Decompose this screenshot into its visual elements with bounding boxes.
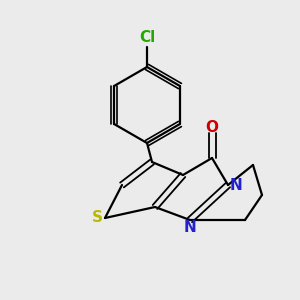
Text: S: S — [92, 211, 103, 226]
Text: N: N — [184, 220, 196, 236]
Text: N: N — [230, 178, 242, 193]
Text: Cl: Cl — [139, 30, 155, 45]
Text: O: O — [206, 119, 218, 134]
